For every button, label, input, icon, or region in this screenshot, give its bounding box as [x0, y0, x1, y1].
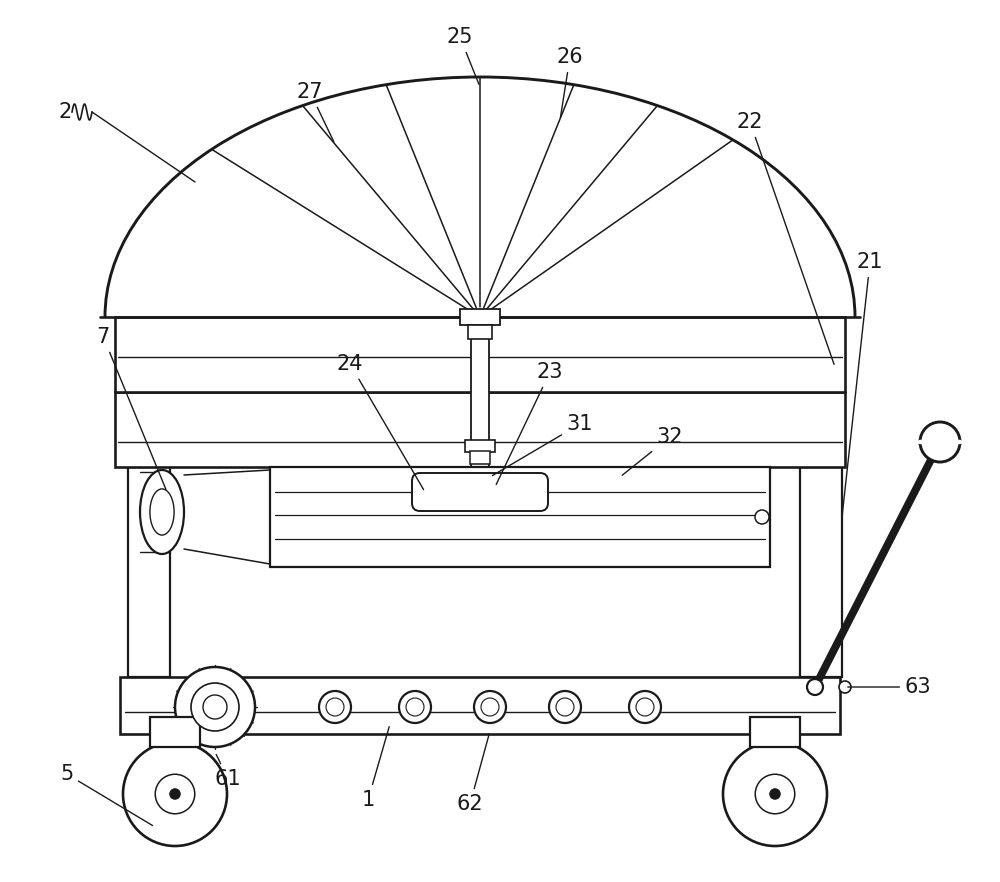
Circle shape — [191, 683, 239, 731]
Bar — [270, 467, 770, 567]
Bar — [120, 677, 840, 734]
Text: 21: 21 — [842, 252, 883, 514]
Bar — [800, 467, 842, 677]
Circle shape — [556, 698, 574, 716]
Bar — [468, 325, 492, 339]
FancyBboxPatch shape — [412, 473, 548, 511]
Circle shape — [920, 422, 960, 462]
Circle shape — [636, 698, 654, 716]
Circle shape — [406, 698, 424, 716]
Text: 62: 62 — [457, 734, 489, 814]
Circle shape — [481, 698, 499, 716]
Circle shape — [155, 774, 195, 814]
Circle shape — [474, 691, 506, 723]
Circle shape — [326, 698, 344, 716]
Circle shape — [203, 695, 227, 719]
Bar — [115, 317, 845, 392]
Circle shape — [755, 774, 795, 814]
Circle shape — [170, 789, 180, 799]
Circle shape — [319, 691, 351, 723]
Circle shape — [755, 510, 769, 524]
Text: 24: 24 — [337, 354, 424, 490]
Circle shape — [399, 691, 431, 723]
Text: 63: 63 — [848, 677, 932, 697]
Text: 61: 61 — [215, 754, 241, 789]
Circle shape — [123, 742, 227, 846]
Bar — [465, 440, 495, 452]
Bar — [150, 717, 200, 747]
Circle shape — [807, 679, 823, 695]
Bar — [128, 467, 170, 677]
Bar — [115, 392, 845, 467]
Ellipse shape — [140, 470, 184, 554]
Text: 1: 1 — [361, 727, 389, 810]
Circle shape — [770, 789, 780, 799]
Circle shape — [629, 691, 661, 723]
Text: 25: 25 — [447, 27, 479, 85]
Ellipse shape — [150, 489, 174, 535]
Bar — [460, 309, 500, 325]
Text: 27: 27 — [297, 82, 334, 142]
Text: 31: 31 — [492, 414, 593, 475]
Bar — [470, 451, 490, 464]
Circle shape — [723, 742, 827, 846]
Circle shape — [549, 691, 581, 723]
Text: 5: 5 — [60, 764, 153, 826]
Text: 23: 23 — [496, 362, 563, 484]
Bar — [750, 717, 800, 747]
Text: 26: 26 — [557, 47, 583, 117]
Text: 22: 22 — [737, 112, 834, 364]
Circle shape — [175, 667, 255, 747]
Circle shape — [839, 681, 851, 693]
Text: 7: 7 — [97, 327, 166, 490]
Text: 32: 32 — [622, 427, 683, 475]
Text: 2: 2 — [58, 102, 71, 122]
Bar — [471, 317, 489, 487]
